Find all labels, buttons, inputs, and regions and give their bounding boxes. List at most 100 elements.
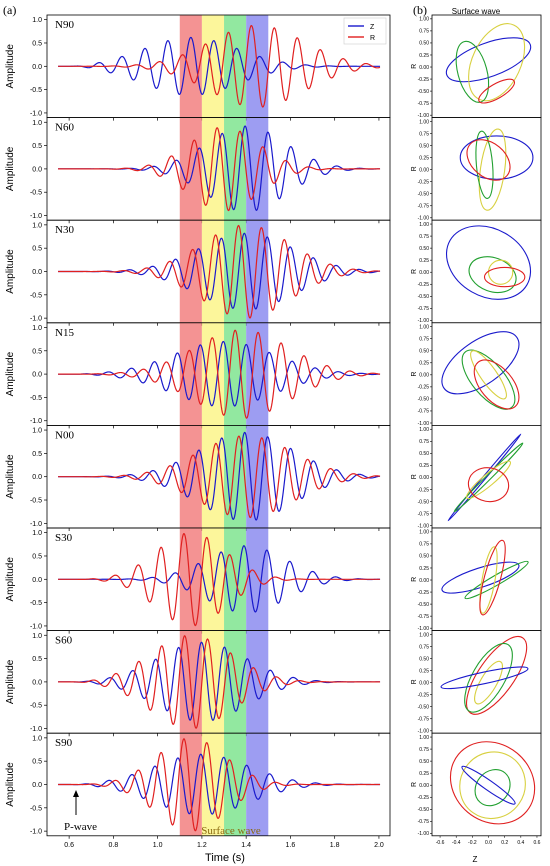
y-tick-label: -1.0	[30, 623, 42, 630]
waveform-panel-n15: -1.0 -0.5 0.0 0.5 1.0 N15 Amplitude	[5, 322, 391, 429]
particle-motion-panels: 1.00 0.75 0.50 0.25 0.00 -0.25 -0.50 -0.75 -1.00…	[411, 14, 542, 846]
orbit-path	[464, 642, 513, 713]
y-tick-label: 1.00	[419, 17, 429, 23]
y-tick-label: -0.25	[418, 590, 430, 596]
y-tick-label: -0.75	[418, 819, 430, 825]
time-window-band-4	[246, 425, 269, 528]
legend-entry-z: Z	[370, 24, 375, 31]
time-window-band-1	[179, 425, 202, 528]
y-tick-label: -0.50	[418, 89, 430, 95]
y-tick-label: 0.25	[419, 53, 429, 59]
x-tick-label: 0.0	[485, 840, 492, 846]
orbit-panel-8: 1.00 0.75 0.50 0.25 0.00 -0.25 -0.50 -0.75 -1.00…	[411, 732, 542, 846]
time-window-band-1	[179, 15, 202, 118]
series-z-line	[58, 753, 381, 815]
y-tick-label: 0.25	[419, 566, 429, 572]
y-tick-label: -0.75	[418, 614, 430, 620]
y-axis-label: Amplitude	[5, 659, 16, 704]
orbit-y-axis-label: R	[411, 679, 418, 684]
station-label: N60	[55, 122, 74, 134]
y-tick-label: 0.5	[32, 553, 42, 560]
x-tick-label: 1.8	[330, 842, 340, 849]
y-tick-label: -1.00	[418, 831, 430, 837]
x-tick-label: -0.6	[436, 840, 445, 846]
y-tick-label: -0.25	[418, 385, 430, 391]
time-window-band-4	[246, 630, 269, 734]
series-r-line	[58, 25, 381, 108]
waveform-panel-s90: -1.0 -0.5 0.0 0.5 1.0 0.6 0.8 1.0 1.2 1.4 1.6 1.8 2.…	[5, 732, 391, 849]
legend-entry-r: R	[370, 35, 375, 42]
orbit-path	[479, 546, 498, 614]
series-r-line	[58, 533, 381, 627]
y-tick-label: 0.00	[419, 270, 429, 276]
orbit-x-axis-label: Z	[473, 855, 478, 864]
y-tick-label: 1.00	[419, 119, 429, 125]
orbit-path	[470, 350, 507, 400]
orbit-panel-2: 1.00 0.75 0.50 0.25 0.00 -0.25 -0.50 -0.75 -1.00…	[411, 117, 542, 222]
y-tick-label: 0.00	[419, 167, 429, 173]
panel-b-title: Surface wave	[452, 7, 501, 16]
waveform-panels: -1.0 -0.5 0.0 0.5 1.0 N90 Amplitude ZR -1.0 -0.5 0…	[5, 14, 391, 849]
orbit-path	[445, 37, 532, 83]
y-tick-label: -0.5	[30, 805, 42, 812]
orbit-panel-7: 1.00 0.75 0.50 0.25 0.00 -0.25 -0.50 -0.75 -1.00…	[411, 630, 542, 735]
orbit-path	[483, 266, 526, 288]
y-tick-label: 0.0	[32, 577, 42, 584]
y-tick-label: 0.50	[419, 246, 429, 252]
x-tick-label: 0.6	[64, 842, 74, 849]
y-tick-label: -0.75	[418, 409, 430, 415]
x-axis-label: Time (s)	[205, 852, 245, 864]
y-tick-label: 0.0	[32, 372, 42, 379]
y-tick-label: -0.50	[418, 294, 430, 300]
y-tick-label: -0.5	[30, 395, 42, 402]
y-tick-label: 0.0	[32, 269, 42, 276]
p-wave-arrowhead	[73, 790, 79, 797]
time-window-band-4	[246, 220, 269, 323]
time-window-band-2	[201, 322, 225, 426]
orbit-path	[478, 128, 507, 211]
orbit-path	[466, 460, 512, 500]
y-tick-label: -0.25	[418, 692, 430, 698]
y-tick-label: 0.75	[419, 439, 429, 445]
legend: ZR	[343, 17, 387, 45]
station-label: N90	[55, 19, 74, 31]
y-tick-label: 0.0	[32, 679, 42, 686]
y-tick-label: 0.50	[419, 41, 429, 47]
orbit-path	[466, 636, 528, 715]
x-tick-label: 1.2	[197, 842, 207, 849]
y-tick-label: 0.5	[32, 656, 42, 663]
y-tick-label: -1.0	[30, 726, 42, 733]
y-axis-label: Amplitude	[5, 762, 16, 807]
y-tick-label: 1.0	[32, 222, 42, 229]
panel-a-label: (a)	[3, 3, 16, 17]
time-window-band-1	[179, 528, 202, 631]
x-tick-label: 0.4	[517, 840, 524, 846]
y-tick-label: 1.00	[419, 222, 429, 228]
surface-wave-annotation: Surface wave	[201, 825, 261, 837]
x-tick-label: 2.0	[374, 842, 384, 849]
y-tick-label: -1.00	[418, 216, 430, 222]
orbit-path	[461, 765, 516, 805]
y-tick-label: 0.50	[419, 759, 429, 765]
orbit-panel-1: 1.00 0.75 0.50 0.25 0.00 -0.25 -0.50 -0.75 -1.00…	[411, 14, 542, 119]
y-tick-label: -0.75	[418, 306, 430, 312]
y-tick-label: 0.0	[32, 782, 42, 789]
y-tick-label: -1.00	[418, 113, 430, 119]
series-z-line	[58, 431, 381, 521]
x-tick-label: 1.4	[241, 842, 251, 849]
y-tick-label: -0.75	[418, 717, 430, 723]
y-tick-label: -1.0	[30, 521, 42, 528]
station-label: N30	[55, 224, 74, 236]
time-window-band-3	[224, 733, 247, 836]
orbit-y-axis-label: R	[411, 64, 418, 69]
time-window-band-2	[201, 117, 225, 221]
y-tick-label: -1.00	[418, 523, 430, 529]
y-tick-label: -0.50	[418, 192, 430, 198]
series-r-line	[58, 435, 381, 519]
y-tick-label: 0.50	[419, 143, 429, 149]
y-tick-label: 1.00	[419, 632, 429, 638]
series-z-line	[58, 340, 381, 407]
y-tick-label: 0.5	[32, 759, 42, 766]
orbit-panel-3: 1.00 0.75 0.50 0.25 0.00 -0.25 -0.50 -0.75 -1.00…	[411, 219, 542, 324]
orbit-path	[468, 256, 517, 294]
